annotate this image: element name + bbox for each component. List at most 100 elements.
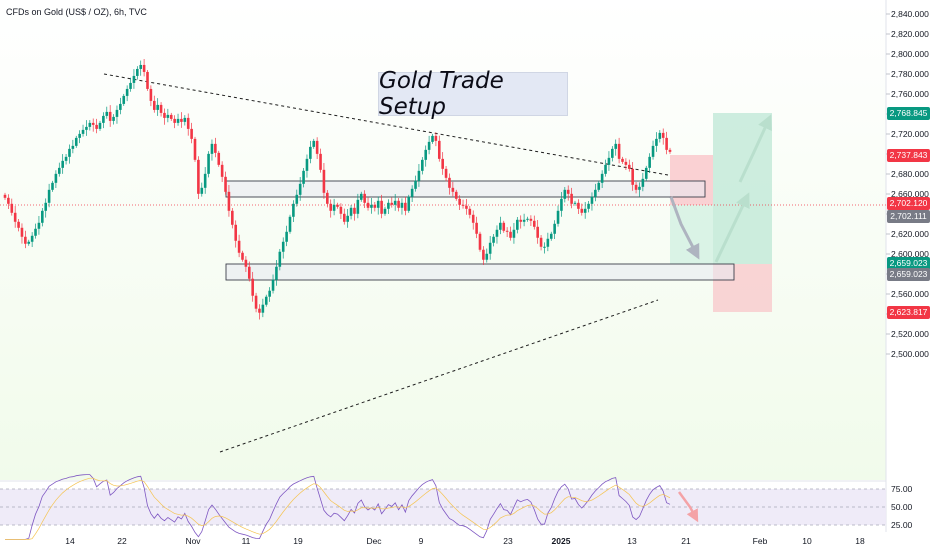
candle-body — [234, 224, 238, 241]
candle-body — [122, 95, 126, 104]
candle-body — [241, 252, 244, 260]
candle-body — [661, 132, 665, 138]
candle-body — [363, 193, 366, 203]
candle-body — [451, 187, 455, 192]
candle-body — [285, 231, 288, 242]
candle-body — [112, 116, 115, 121]
candle-body — [393, 200, 397, 205]
candle-body — [417, 170, 421, 181]
candle-body — [597, 182, 601, 190]
candle-body — [631, 168, 634, 185]
candle-body — [24, 236, 27, 244]
candle-body — [665, 137, 668, 150]
candle-body — [539, 237, 543, 247]
take-profit-zone-long — [713, 113, 772, 264]
candle-body — [458, 198, 461, 205]
rsi-indicator — [5, 474, 671, 540]
candle-body — [88, 122, 92, 127]
candle-body — [7, 197, 10, 204]
candle-body — [166, 114, 170, 118]
candle-body — [383, 208, 387, 214]
candle-body — [95, 124, 98, 129]
candle-body — [549, 233, 553, 239]
candle-body — [614, 143, 618, 149]
price-level-badge: 2,702.120 — [887, 197, 930, 210]
chart-title: Gold Trade Setup — [379, 68, 504, 120]
candle-body — [380, 200, 383, 214]
candle-body — [431, 135, 434, 142]
candle-body — [105, 111, 109, 116]
candle-body — [186, 117, 190, 129]
time-tick-label: 10 — [802, 536, 812, 546]
candle-body — [271, 279, 275, 291]
candle-body — [169, 114, 173, 119]
candle-body — [376, 200, 380, 208]
price-level-badge: 2,702.111 — [887, 210, 930, 223]
candle-body — [387, 202, 390, 209]
candle-body — [85, 126, 88, 130]
rsi-line — [5, 474, 671, 540]
candle-body — [136, 68, 139, 76]
candle-body — [434, 135, 438, 141]
price-level-badge: 2,659.023 — [887, 268, 930, 281]
candle-body — [468, 208, 472, 215]
candle-body — [315, 140, 319, 154]
price-tick-label: 2,620.000 — [891, 229, 929, 239]
candle-body — [566, 189, 570, 194]
candle-body — [580, 208, 584, 213]
candle-body — [390, 202, 394, 205]
support-zone[interactable] — [225, 263, 735, 281]
rsi-level-label: 25.00 — [891, 520, 913, 530]
symbol-title: CFDs on Gold (US$ / OZ), 6h, TVC — [6, 7, 147, 17]
candle-body — [556, 210, 560, 224]
candle-body — [627, 164, 631, 169]
candle-body — [356, 199, 360, 214]
candle-body — [448, 177, 451, 188]
candle-body — [244, 259, 248, 267]
candle-body — [526, 218, 529, 220]
candle-body — [159, 104, 163, 113]
candle-body — [651, 145, 655, 157]
candle-body — [278, 251, 282, 267]
candle-body — [529, 218, 533, 221]
time-axis[interactable]: 14 22 Nov 11 19 Dec 9 23 2025 13 21 Feb 10 18 — [65, 536, 865, 546]
candle-body — [437, 140, 441, 159]
candle-body — [644, 167, 648, 179]
candle-body — [74, 137, 78, 146]
candle-body — [624, 161, 628, 165]
candle-body — [648, 156, 651, 168]
candle-body — [10, 203, 14, 213]
rsi-level-label: 75.00 — [891, 484, 913, 494]
candle-body — [427, 141, 431, 150]
candle-body — [587, 203, 590, 209]
price-level-badge: 2,768.845 — [887, 107, 930, 120]
candle-body — [607, 157, 611, 165]
candle-body — [44, 202, 48, 211]
candle-body — [444, 168, 448, 178]
candle-body — [668, 149, 672, 152]
candle-body — [302, 170, 305, 184]
candle-body — [407, 196, 411, 211]
candle-body — [247, 266, 251, 279]
candle-body — [254, 295, 258, 309]
candle-body — [410, 188, 414, 197]
candle-body — [655, 138, 658, 146]
ascending-trendline[interactable] — [219, 299, 659, 453]
price-tick-label: 2,820.000 — [891, 29, 929, 39]
candle-body — [156, 104, 159, 110]
trade-setup-label: Gold Trade Setup — [378, 68, 568, 120]
candle-body — [502, 222, 506, 231]
candle-body — [197, 159, 200, 194]
candle-body — [210, 143, 214, 154]
candle-body — [3, 194, 7, 198]
price-level-badge: 2,623.817 — [887, 306, 930, 319]
candle-body — [611, 148, 614, 158]
candle-body — [34, 228, 37, 236]
candle-body — [183, 117, 187, 122]
time-tick-label: 19 — [293, 536, 303, 546]
price-tick-label: 2,600.000 — [891, 249, 929, 259]
candle-body — [305, 158, 309, 171]
candle-body — [264, 296, 268, 305]
candle-body — [546, 238, 550, 247]
candle-body — [98, 122, 102, 129]
